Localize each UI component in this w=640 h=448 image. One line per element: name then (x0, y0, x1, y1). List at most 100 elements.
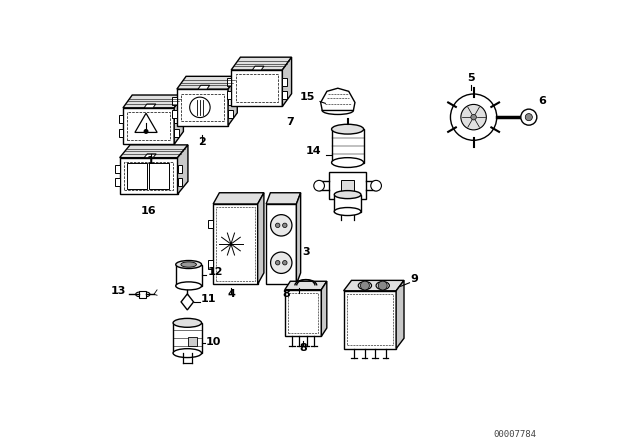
Polygon shape (258, 193, 264, 284)
Polygon shape (181, 294, 193, 310)
Circle shape (271, 215, 292, 236)
Polygon shape (396, 280, 404, 349)
Text: 7: 7 (286, 117, 294, 127)
Polygon shape (334, 194, 361, 211)
Polygon shape (118, 116, 123, 124)
Circle shape (283, 223, 287, 228)
Ellipse shape (332, 158, 364, 168)
Text: 5: 5 (468, 73, 475, 82)
Polygon shape (144, 104, 156, 108)
Text: 15: 15 (300, 92, 316, 102)
Polygon shape (176, 264, 202, 286)
Polygon shape (174, 129, 179, 137)
Polygon shape (321, 88, 355, 111)
Circle shape (275, 260, 280, 265)
Polygon shape (332, 129, 364, 163)
Polygon shape (208, 220, 213, 228)
Polygon shape (228, 76, 237, 125)
Circle shape (461, 104, 486, 130)
Polygon shape (231, 70, 282, 107)
Text: 11: 11 (201, 294, 216, 304)
Polygon shape (213, 193, 264, 204)
Circle shape (371, 181, 381, 191)
Polygon shape (177, 145, 188, 194)
Ellipse shape (358, 281, 372, 289)
Polygon shape (174, 95, 184, 144)
Polygon shape (266, 204, 296, 284)
Text: 1: 1 (147, 156, 155, 166)
Circle shape (360, 281, 369, 290)
Polygon shape (177, 165, 182, 173)
Polygon shape (144, 154, 156, 158)
Polygon shape (231, 57, 292, 70)
Polygon shape (115, 165, 120, 173)
Ellipse shape (181, 262, 196, 267)
Polygon shape (227, 78, 231, 86)
Polygon shape (296, 193, 301, 284)
Polygon shape (173, 323, 202, 353)
Ellipse shape (322, 107, 353, 115)
Polygon shape (282, 57, 292, 107)
Polygon shape (174, 116, 179, 124)
Polygon shape (252, 66, 264, 70)
Circle shape (314, 181, 324, 191)
Text: 2: 2 (198, 137, 206, 147)
Polygon shape (172, 97, 177, 105)
Polygon shape (188, 337, 197, 346)
Circle shape (525, 114, 532, 121)
Polygon shape (282, 91, 287, 99)
Ellipse shape (173, 319, 202, 327)
Polygon shape (120, 145, 188, 158)
Text: 16: 16 (141, 206, 156, 216)
Polygon shape (115, 178, 120, 186)
Circle shape (521, 109, 537, 125)
Text: 12: 12 (207, 267, 223, 277)
Ellipse shape (376, 281, 389, 289)
Polygon shape (228, 110, 232, 118)
Polygon shape (266, 193, 301, 204)
Text: 3: 3 (302, 247, 310, 257)
Polygon shape (341, 181, 354, 191)
Polygon shape (177, 178, 182, 186)
Text: 4: 4 (227, 289, 235, 299)
Polygon shape (329, 172, 366, 199)
Polygon shape (118, 129, 123, 137)
Text: 8: 8 (283, 289, 291, 299)
Polygon shape (344, 280, 404, 291)
Polygon shape (282, 78, 287, 86)
Circle shape (378, 281, 387, 290)
Polygon shape (344, 291, 396, 349)
Polygon shape (120, 158, 177, 194)
Polygon shape (123, 95, 184, 108)
Polygon shape (321, 281, 327, 336)
Polygon shape (213, 204, 258, 284)
Polygon shape (208, 260, 213, 268)
Ellipse shape (332, 124, 364, 134)
Text: 10: 10 (206, 336, 221, 347)
Polygon shape (177, 89, 228, 125)
Ellipse shape (173, 349, 202, 358)
Ellipse shape (334, 207, 361, 215)
Polygon shape (285, 290, 321, 336)
Circle shape (144, 129, 148, 133)
Text: 14: 14 (305, 146, 321, 155)
Text: 00007784: 00007784 (493, 430, 536, 439)
Circle shape (283, 260, 287, 265)
Ellipse shape (334, 190, 361, 198)
Circle shape (451, 94, 497, 140)
Polygon shape (227, 91, 231, 99)
Polygon shape (172, 110, 177, 118)
Polygon shape (285, 281, 327, 290)
Circle shape (271, 252, 292, 273)
Polygon shape (198, 85, 210, 89)
Circle shape (471, 114, 476, 120)
Text: 6: 6 (538, 96, 546, 106)
Ellipse shape (176, 282, 202, 290)
Polygon shape (177, 76, 237, 89)
Ellipse shape (176, 260, 202, 268)
Polygon shape (140, 291, 147, 298)
Circle shape (275, 223, 280, 228)
Text: 13: 13 (111, 286, 126, 296)
Text: 9: 9 (410, 274, 418, 284)
Polygon shape (228, 97, 232, 105)
